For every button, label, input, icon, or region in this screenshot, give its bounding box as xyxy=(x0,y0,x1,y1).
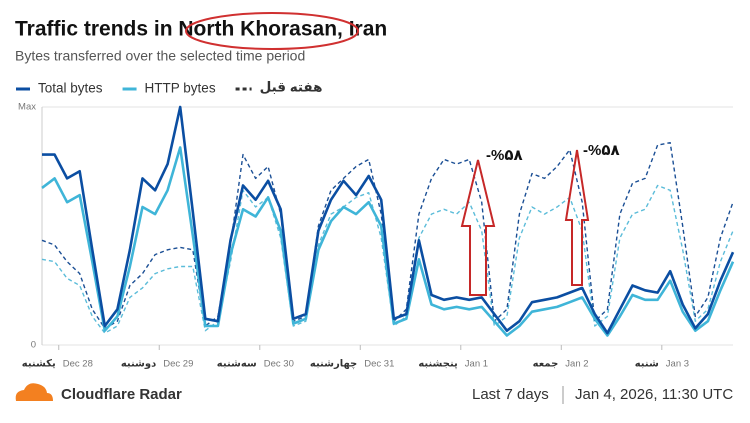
weekday-label: شنبه xyxy=(635,359,659,370)
weekday-label: جمعه xyxy=(533,359,559,370)
timestamp: Jan 4, 2026, 11:30 UTC xyxy=(575,386,733,403)
legend-label: HTTP bytes xyxy=(145,81,216,96)
arrow xyxy=(460,159,496,296)
y-tick-label: 0 xyxy=(31,340,36,351)
brand: Cloudflare Radar xyxy=(61,386,182,403)
arrows xyxy=(460,149,590,296)
x-tick-label: Dec 28 xyxy=(63,359,93,370)
x-tick-label: Jan 2 xyxy=(565,359,588,370)
time-range: Last 7 days xyxy=(472,386,549,403)
highlight-ellipse xyxy=(185,12,359,50)
weekday-label: یکشنبه xyxy=(22,359,56,370)
chart-subtitle: Bytes transferred over the selected time… xyxy=(15,48,305,64)
series-line xyxy=(41,146,735,337)
weekday-label: سه‌شنبه xyxy=(217,359,257,370)
annotation: -%۵۸ xyxy=(583,142,620,159)
x-tick-label: Dec 29 xyxy=(163,359,193,370)
series-line xyxy=(42,105,735,335)
x-tick-label: Jan 1 xyxy=(465,359,488,370)
legend-label: Total bytes xyxy=(38,81,103,96)
legend-label: هفته قبل xyxy=(260,80,323,95)
weekday-label: پنجشنبه xyxy=(418,359,458,370)
x-tick-label: Dec 31 xyxy=(364,359,394,370)
legend: Total bytes HTTP bytes هفته قبل xyxy=(16,80,323,96)
logo-cloud xyxy=(15,383,53,401)
x-tick-label: Jan 3 xyxy=(666,359,689,370)
plot-area: 0 Max Dec 28 یکشنبه Dec 29 دوشنبه Dec 30 سه‌شنب… xyxy=(18,102,735,370)
x-tick-label: Dec 30 xyxy=(264,359,294,370)
arrow xyxy=(564,149,590,286)
y-tick-label: Max xyxy=(18,102,36,113)
logo xyxy=(15,383,53,401)
weekday-label: دوشنبه xyxy=(121,359,156,370)
weekday-label: چهارشنبه xyxy=(310,359,357,370)
chart-title: Traffic trends in North Khorasan, Iran xyxy=(15,18,387,41)
annotation: -%۵۸ xyxy=(486,147,523,164)
